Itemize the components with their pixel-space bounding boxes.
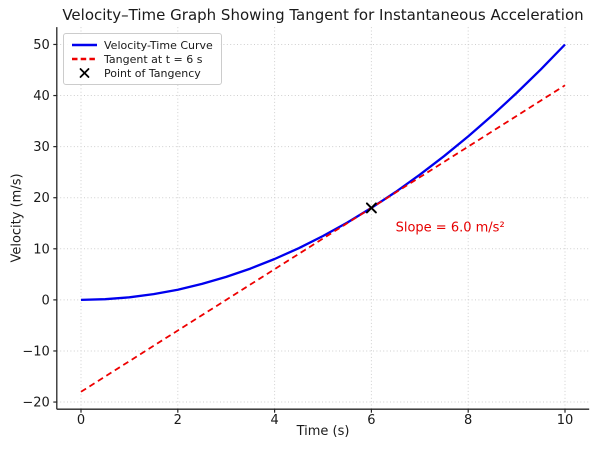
point-of-tangency	[365, 202, 377, 214]
y-axis-label: Velocity (m/s)	[9, 173, 25, 263]
legend-label: Velocity-Time Curve	[104, 38, 213, 52]
x-axis-label: Time (s)	[296, 424, 350, 439]
legend-entry: Tangent at t = 6 s	[71, 52, 213, 66]
y-tick-label: 20	[33, 191, 50, 206]
slope-annotation: Slope = 6.0 m/s²	[395, 220, 505, 236]
y-tick-label: 0	[42, 293, 50, 308]
x-tick-label: 0	[77, 413, 85, 428]
chart-title: Velocity–Time Graph Showing Tangent for …	[62, 6, 584, 24]
dashed-line-icon	[71, 53, 98, 65]
y-tick-label: 50	[33, 38, 50, 53]
y-tick-label: −10	[22, 344, 49, 359]
x-tick-label: 6	[367, 413, 375, 428]
x-tick-label: 8	[464, 413, 472, 428]
x-tick-label: 4	[270, 413, 278, 428]
legend-label: Point of Tangency	[104, 66, 201, 80]
x-marker-icon	[71, 67, 98, 79]
legend-label: Tangent at t = 6 s	[104, 52, 203, 66]
legend: Velocity-Time Curve Tangent at t = 6 s Poi…	[63, 33, 222, 85]
tangent-line	[80, 84, 566, 393]
y-tick-label: 30	[33, 140, 50, 155]
solid-line-icon	[71, 39, 98, 51]
x-tick-label: 10	[557, 413, 574, 428]
legend-entry: Velocity-Time Curve	[71, 38, 213, 52]
legend-entry: Point of Tangency	[71, 66, 213, 80]
y-tick-label: 40	[33, 89, 50, 104]
x-tick-label: 2	[174, 413, 182, 428]
y-tick-label: 10	[33, 242, 50, 257]
y-tick-label: −20	[22, 396, 49, 411]
velocity-time-curve	[80, 43, 566, 302]
